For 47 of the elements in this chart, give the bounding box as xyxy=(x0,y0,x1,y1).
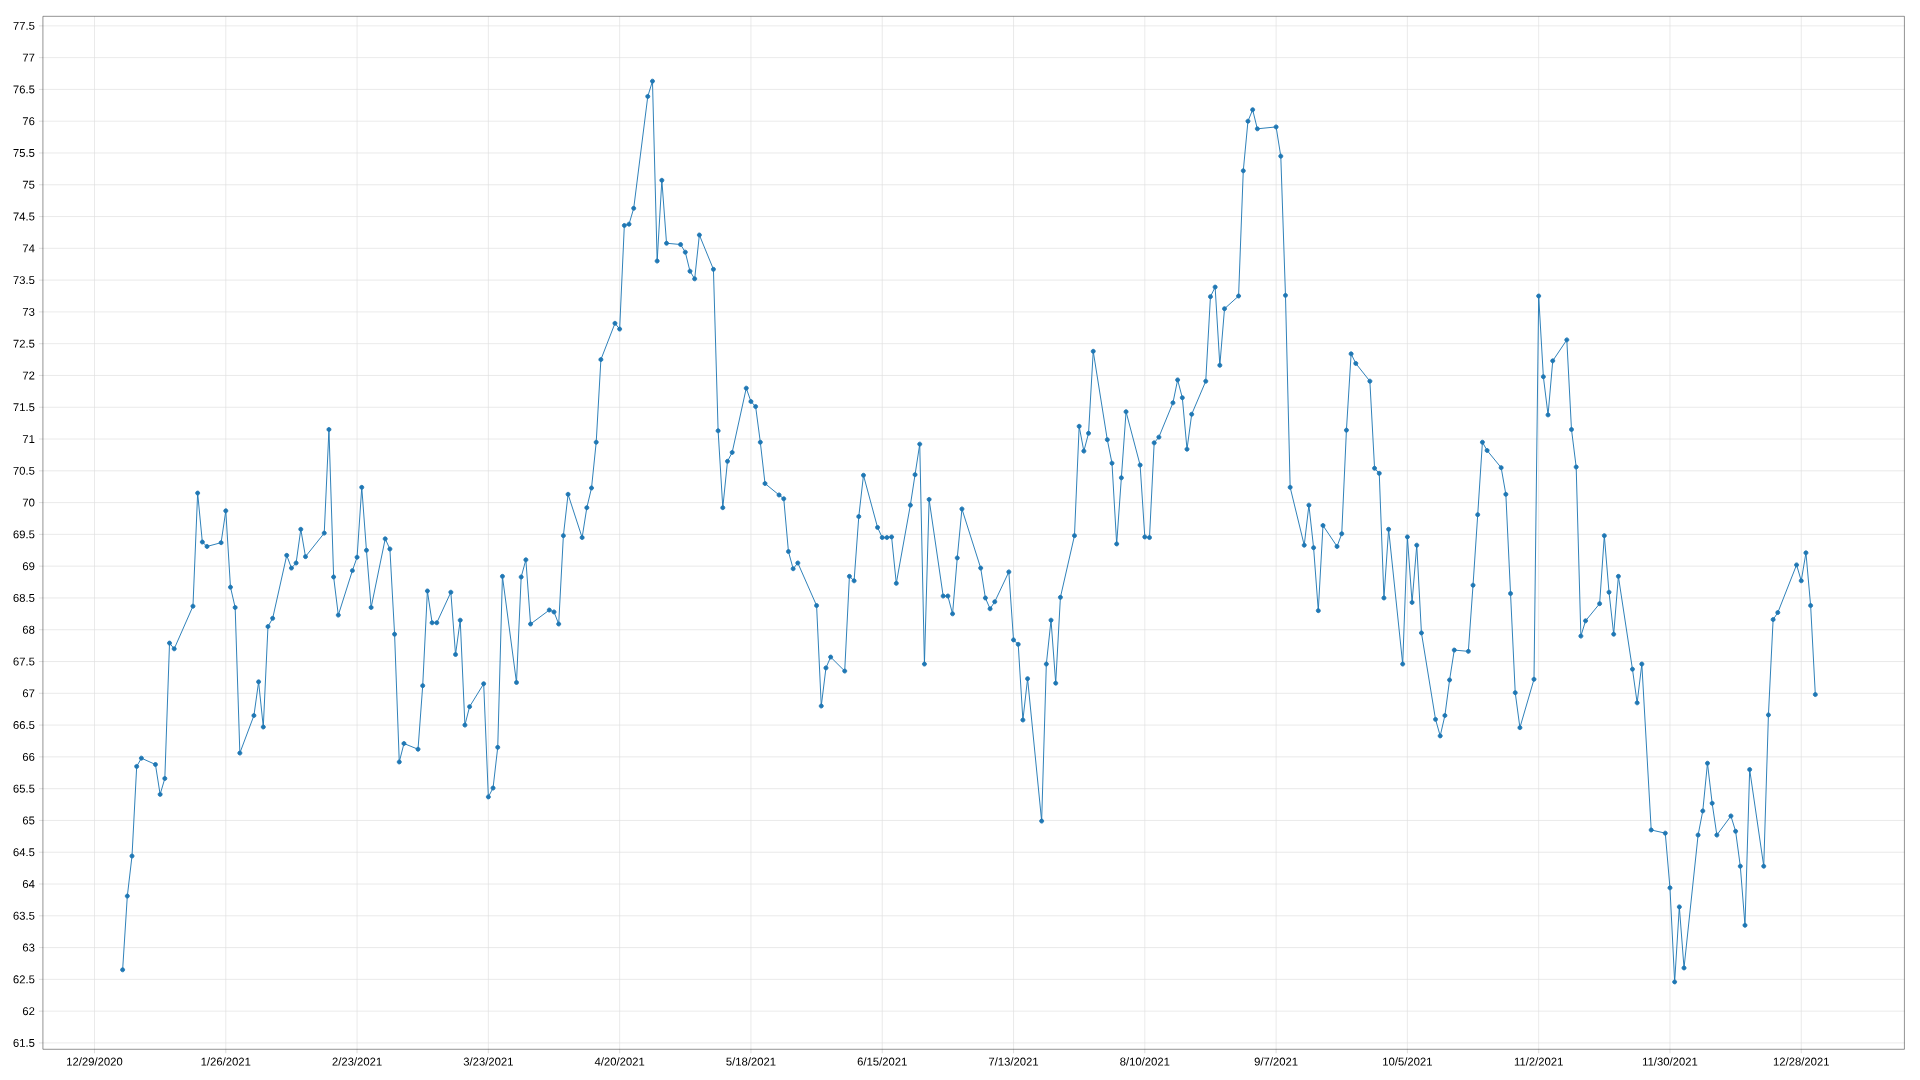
y-tick-label: 77.5 xyxy=(13,21,35,30)
y-tick-label: 76.5 xyxy=(13,85,35,94)
y-tick-label: 64.5 xyxy=(13,848,35,857)
x-tick-label: 3/23/2021 xyxy=(463,1057,513,1066)
y-tick-label: 66.5 xyxy=(13,721,35,730)
x-tick-label: 8/10/2021 xyxy=(1120,1057,1170,1066)
y-tick-label: 70 xyxy=(22,498,35,507)
y-tick-label: 67 xyxy=(22,689,35,698)
y-tick-label: 62.5 xyxy=(13,975,35,984)
x-tick-label: 2/23/2021 xyxy=(332,1057,382,1066)
y-tick-label: 73.5 xyxy=(13,276,35,285)
y-tick-label: 75.5 xyxy=(13,149,35,157)
y-tick-label: 70.5 xyxy=(13,466,35,475)
y-tick-label: 71 xyxy=(22,435,35,443)
y-tick-label: 63 xyxy=(22,943,35,952)
x-tick-label: 4/20/2021 xyxy=(594,1057,645,1066)
y-tick-label: 64 xyxy=(22,880,35,888)
y-tick-label: 66 xyxy=(22,752,35,761)
y-tick-label: 63.5 xyxy=(13,911,35,920)
y-tick-label: 68 xyxy=(22,625,35,634)
y-tick-label: 77 xyxy=(22,53,35,62)
y-tick-label: 62 xyxy=(22,1007,35,1016)
y-tick-label: 61.5 xyxy=(13,1038,35,1047)
y-tick-label: 67.5 xyxy=(13,657,35,666)
x-tick-label: 10/5/2021 xyxy=(1383,1057,1432,1066)
y-tick-label: 71.5 xyxy=(13,403,35,412)
x-tick-label: 9/7/2021 xyxy=(1254,1057,1298,1066)
y-tick-label: 74.5 xyxy=(13,212,35,221)
x-tick-label: 12/28/2021 xyxy=(1773,1057,1829,1066)
y-tick-label: 72.5 xyxy=(13,339,35,348)
x-tick-label: 11/2/2021 xyxy=(1514,1057,1563,1066)
y-tick-label: 72 xyxy=(22,371,35,380)
y-tick-label: 68.5 xyxy=(13,593,35,602)
y-tick-label: 69.5 xyxy=(13,530,35,539)
y-tick-label: 74 xyxy=(22,244,35,253)
x-tick-label: 6/15/2021 xyxy=(857,1057,907,1066)
y-tick-label: 69 xyxy=(22,562,35,571)
x-tick-label: 11/30/2021 xyxy=(1642,1057,1698,1066)
x-tick-label: 7/13/2021 xyxy=(988,1057,1039,1066)
y-tick-label: 73 xyxy=(22,307,35,316)
x-tick-label: 5/18/2021 xyxy=(726,1057,776,1066)
x-tick-label: 12/29/2020 xyxy=(67,1057,123,1066)
x-tick-label: 1/26/2021 xyxy=(201,1057,251,1066)
y-tick-label: 65 xyxy=(22,816,35,825)
y-tick-label: 75 xyxy=(22,180,35,189)
y-tick-label: 65.5 xyxy=(13,784,35,793)
y-tick-label: 76 xyxy=(22,117,35,126)
